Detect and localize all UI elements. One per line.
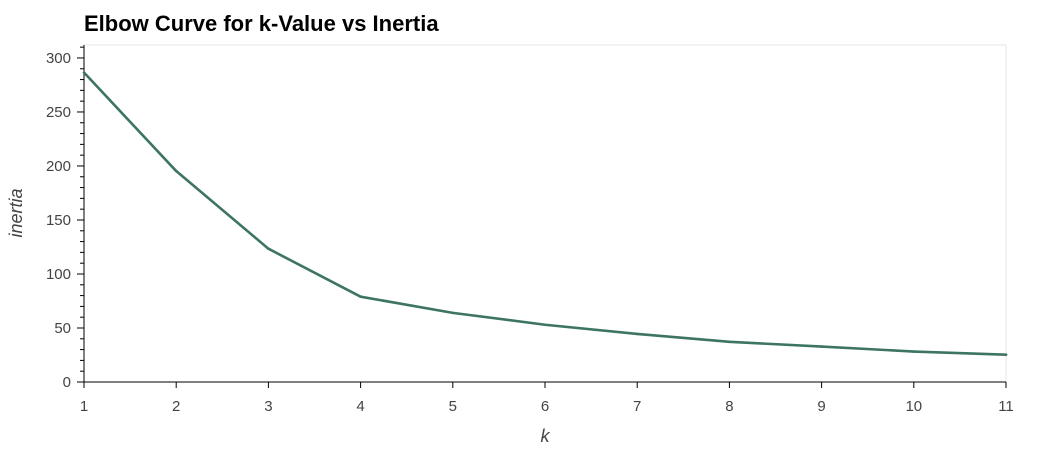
- plot-frame: [83, 44, 1007, 383]
- y-axis: 0 50 100 150 200 250 300: [46, 45, 85, 391]
- x-axis-label: k: [541, 426, 551, 446]
- data-point: [912, 350, 916, 353]
- y-tick-label: 50: [54, 320, 71, 337]
- x-tick-label: 9: [817, 398, 825, 415]
- y-tick-label: 200: [46, 158, 71, 175]
- x-tick-label: 11: [998, 398, 1014, 415]
- x-tick-label: 2: [172, 398, 180, 415]
- chart-title: Elbow Curve for k-Value vs Inertia: [84, 11, 439, 36]
- x-tick-label: 6: [541, 398, 549, 415]
- x-tick-label: 5: [449, 398, 457, 415]
- x-tick-label: 7: [633, 398, 641, 415]
- x-tick-label: 8: [725, 398, 733, 415]
- x-axis: 1 2 3 4 5 6 7 8 9 10 11: [80, 381, 1014, 415]
- data-point: [82, 71, 86, 74]
- data-point: [635, 332, 639, 336]
- data-point: [728, 340, 731, 344]
- y-tick-label: 300: [46, 50, 71, 67]
- y-tick-label: 250: [46, 104, 71, 121]
- data-point: [359, 295, 362, 298]
- data-point: [543, 323, 547, 327]
- y-axis-label: inertia: [6, 188, 26, 237]
- data-point: [1004, 353, 1008, 356]
- data-point: [451, 311, 455, 315]
- y-tick-label: 100: [46, 266, 71, 283]
- series-layer: [82, 71, 1008, 356]
- y-tick-label: 0: [63, 374, 71, 391]
- data-point: [820, 345, 823, 348]
- y-tick-label: 150: [46, 212, 71, 229]
- series-line-0: [82, 71, 1008, 356]
- x-tick-label: 3: [264, 398, 272, 415]
- x-tick-label: 1: [80, 398, 88, 415]
- data-point: [267, 247, 270, 251]
- x-tick-label: 4: [356, 398, 364, 415]
- data-point: [174, 169, 178, 173]
- x-tick-label: 10: [905, 398, 922, 415]
